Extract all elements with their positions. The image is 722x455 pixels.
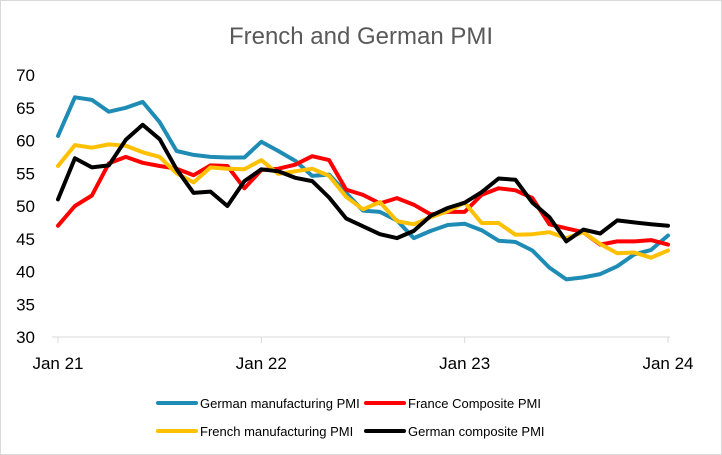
y-tick-label: 55 xyxy=(16,164,35,183)
series-lines xyxy=(56,95,670,282)
series-line-1 xyxy=(56,154,670,247)
y-tick-label: 60 xyxy=(16,132,35,151)
legend: German manufacturing PMI France Composite… xyxy=(156,396,545,439)
x-tick-label: Jan 21 xyxy=(32,354,83,373)
series-line-2 xyxy=(56,142,670,260)
legend-label: French manufacturing PMI xyxy=(200,424,353,439)
y-tick-label: 65 xyxy=(16,99,35,118)
legend-label: German composite PMI xyxy=(408,424,545,439)
y-tick-label: 35 xyxy=(16,295,35,314)
series-line-3 xyxy=(56,122,670,244)
y-axis-ticks: 30 35 40 45 50 55 60 65 70 xyxy=(16,66,35,347)
y-tick-label: 45 xyxy=(16,230,35,249)
y-tick-label: 50 xyxy=(16,197,35,216)
x-tick-label: Jan 23 xyxy=(439,354,490,373)
series-line-0 xyxy=(56,95,670,282)
y-tick-label: 70 xyxy=(16,66,35,85)
y-tick-label: 30 xyxy=(16,328,35,347)
x-axis-ticks: Jan 21 Jan 22 Jan 23 Jan 24 xyxy=(32,337,694,373)
legend-label: France Composite PMI xyxy=(408,396,541,411)
x-tick-label: Jan 24 xyxy=(642,354,693,373)
y-tick-label: 40 xyxy=(16,263,35,282)
chart-title: French and German PMI xyxy=(229,23,493,50)
legend-label: German manufacturing PMI xyxy=(200,396,360,411)
x-tick-label: Jan 22 xyxy=(236,354,287,373)
